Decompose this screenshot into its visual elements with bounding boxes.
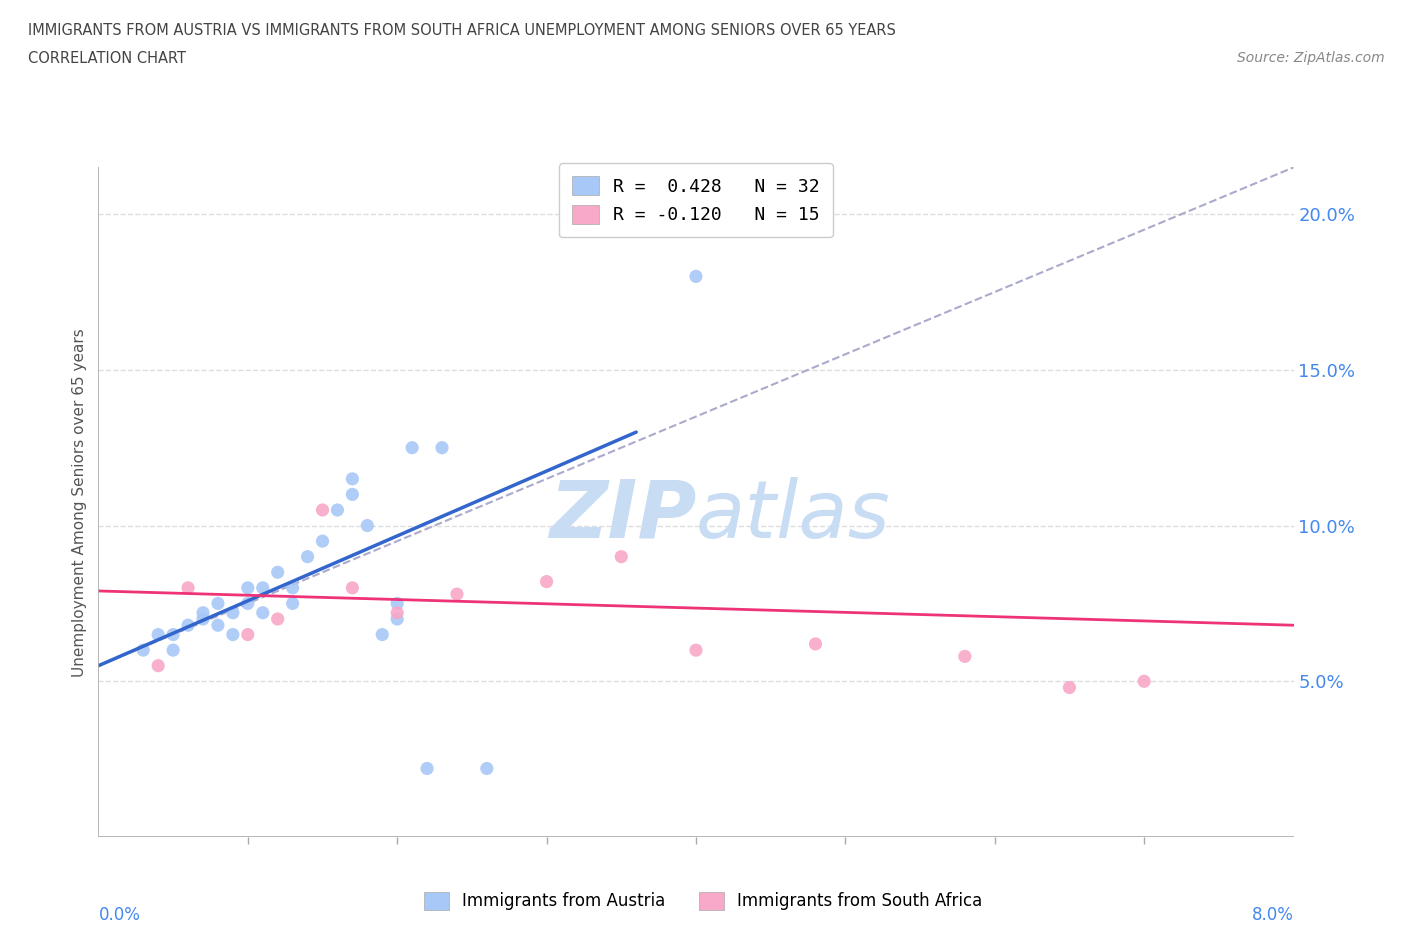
Point (207, 618, 229, 632)
Point (162, 643, 184, 658)
Point (804, 636, 827, 651)
Y-axis label: Unemployment Among Seniors over 65 years: Unemployment Among Seniors over 65 years (72, 328, 87, 677)
Point (342, 472, 364, 486)
Point (132, 643, 155, 658)
Point (610, 550, 633, 565)
Point (148, 658, 170, 673)
Point (685, 643, 707, 658)
Text: CORRELATION CHART: CORRELATION CHART (28, 51, 186, 66)
Point (191, 605, 214, 620)
Text: ZIP: ZIP (548, 476, 696, 554)
Point (252, 605, 274, 620)
Point (1059, 680, 1081, 695)
Legend: R =  0.428   N = 32, R = -0.120   N = 15: R = 0.428 N = 32, R = -0.120 N = 15 (560, 163, 832, 237)
Point (191, 612, 214, 627)
Point (446, 587, 468, 602)
Point (342, 580, 364, 595)
Point (236, 580, 259, 595)
Point (385, 612, 409, 627)
Point (177, 618, 200, 632)
Point (385, 605, 409, 620)
Text: 0.0%: 0.0% (98, 906, 141, 923)
Point (267, 612, 290, 627)
Point (685, 269, 707, 284)
Point (222, 605, 245, 620)
Text: IMMIGRANTS FROM AUSTRIA VS IMMIGRANTS FROM SOUTH AFRICA UNEMPLOYMENT AMONG SENIO: IMMIGRANTS FROM AUSTRIA VS IMMIGRANTS FR… (28, 23, 896, 38)
Point (148, 627, 170, 642)
Point (536, 574, 558, 589)
Text: atlas: atlas (696, 476, 891, 554)
Point (236, 596, 259, 611)
Point (177, 580, 200, 595)
Point (252, 580, 274, 595)
Point (953, 649, 976, 664)
Point (1133, 674, 1156, 689)
Point (430, 440, 453, 455)
Point (342, 487, 364, 502)
Point (281, 596, 304, 611)
Point (311, 502, 333, 517)
Text: 8.0%: 8.0% (1251, 906, 1294, 923)
Legend: Immigrants from Austria, Immigrants from South Africa: Immigrants from Austria, Immigrants from… (418, 885, 988, 917)
Point (416, 761, 439, 776)
Point (475, 761, 498, 776)
Point (401, 440, 423, 455)
Text: Source: ZipAtlas.com: Source: ZipAtlas.com (1237, 51, 1385, 65)
Point (162, 627, 184, 642)
Point (356, 518, 378, 533)
Point (326, 502, 349, 517)
Point (222, 627, 245, 642)
Point (236, 627, 259, 642)
Point (311, 534, 333, 549)
Point (385, 596, 409, 611)
Point (371, 627, 394, 642)
Point (267, 565, 290, 579)
Point (207, 596, 229, 611)
Point (297, 550, 319, 565)
Point (281, 580, 304, 595)
